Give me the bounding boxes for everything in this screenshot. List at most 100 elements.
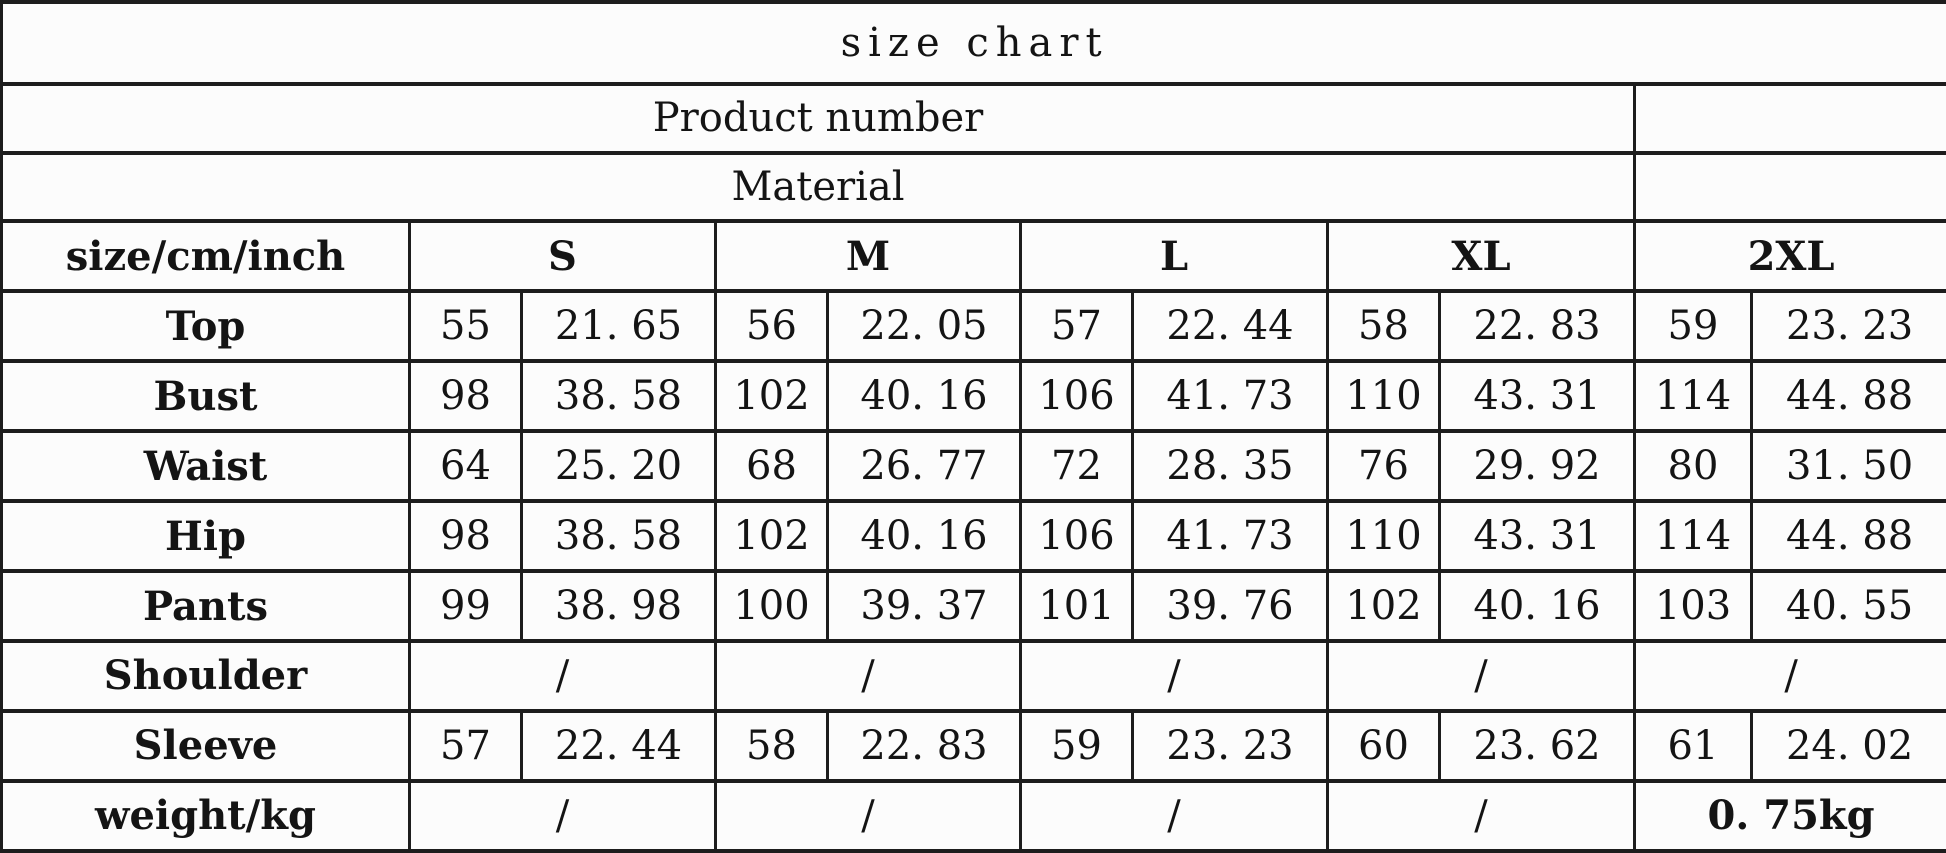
row-label-weight-kg: weight/kg — [0, 778, 411, 853]
measurement-cell: 110 — [1326, 499, 1441, 574]
row-label-waist: Waist — [0, 429, 411, 504]
measurement-cell: 40. 16 — [826, 359, 1022, 434]
measurement-cell: 110 — [1326, 359, 1441, 434]
measurement-cell: 22. 83 — [826, 708, 1022, 783]
size-header-l: L — [1019, 219, 1329, 294]
measurement-cell: 24. 02 — [1749, 708, 1946, 783]
measurement-cell: 102 — [714, 359, 829, 434]
measurement-cell: 40. 55 — [1749, 569, 1946, 643]
measurement-cell: 76 — [1326, 429, 1441, 504]
table-row-weight: weight/kg / / / / 0. 75kg — [0, 778, 1946, 853]
measurement-cell: 22. 83 — [1438, 289, 1636, 364]
measurement-cell: 43. 31 — [1438, 359, 1636, 434]
measurement-cell: 103 — [1633, 569, 1753, 643]
table-row-shoulder: Shoulder / / / / / — [0, 639, 1946, 713]
measurement-cell: 23. 23 — [1749, 289, 1946, 364]
row-label-sleeve: Sleeve — [0, 708, 411, 783]
measurement-cell: / — [408, 778, 717, 853]
measurement-cell: 38. 58 — [520, 359, 717, 434]
measurement-cell: 100 — [714, 569, 829, 643]
measurement-cell: 106 — [1019, 359, 1134, 434]
measurement-cell: 55 — [408, 289, 523, 364]
table-row-waist: Waist 64 25. 20 68 26. 77 72 28. 35 76 2… — [0, 429, 1946, 504]
measurement-cell: 106 — [1019, 499, 1134, 574]
measurement-cell: 41. 73 — [1131, 359, 1329, 434]
measurement-cell: 39. 37 — [826, 569, 1022, 643]
size-header-s: S — [408, 219, 717, 294]
measurement-cell: 61 — [1633, 708, 1753, 783]
product-number-label: Product number — [0, 82, 1636, 155]
measurement-cell: 58 — [714, 708, 829, 783]
measurement-cell: 101 — [1019, 569, 1134, 643]
material-row: Material — [0, 150, 1946, 224]
measurement-cell: 26. 77 — [826, 429, 1022, 504]
measurement-cell: 64 — [408, 429, 523, 504]
measurement-cell: 72 — [1019, 429, 1134, 504]
table-row-sleeve: Sleeve 57 22. 44 58 22. 83 59 23. 23 60 … — [0, 708, 1946, 783]
measurement-cell: / — [1019, 639, 1329, 713]
row-label-pants: Pants — [0, 569, 411, 643]
row-label-top: Top — [0, 289, 411, 364]
measurement-cell: 40. 16 — [826, 499, 1022, 574]
measurement-cell: 29. 92 — [1438, 429, 1636, 504]
measurement-cell: 22. 44 — [1131, 289, 1329, 364]
measurement-cell: 44. 88 — [1749, 499, 1946, 574]
measurement-cell: 41. 73 — [1131, 499, 1329, 574]
measurement-cell: 38. 58 — [520, 499, 717, 574]
material-label: Material — [0, 150, 1636, 224]
measurement-cell: 39. 76 — [1131, 569, 1329, 643]
measurement-cell: / — [714, 639, 1022, 713]
corner-header: size/cm/inch — [0, 219, 411, 294]
measurement-cell: 21. 65 — [520, 289, 717, 364]
measurement-cell: 44. 88 — [1749, 359, 1946, 434]
size-header-row: size/cm/inch S M L XL 2XL — [0, 219, 1946, 294]
measurement-cell: 68 — [714, 429, 829, 504]
measurement-cell: 114 — [1633, 499, 1753, 574]
row-label-shoulder: Shoulder — [0, 639, 411, 713]
measurement-cell: / — [714, 778, 1022, 853]
measurement-cell: 58 — [1326, 289, 1441, 364]
product-number-value — [1632, 82, 1946, 155]
measurement-cell: / — [1632, 639, 1946, 713]
row-label-hip: Hip — [0, 499, 411, 574]
measurement-cell: / — [408, 639, 717, 713]
product-number-row: Product number — [0, 82, 1946, 155]
measurement-cell: 40. 16 — [1438, 569, 1636, 643]
measurement-cell: 22. 05 — [826, 289, 1022, 364]
measurement-cell: 98 — [408, 499, 523, 574]
measurement-cell: / — [1019, 778, 1329, 853]
measurement-cell: 60 — [1326, 708, 1441, 783]
measurement-cell: 59 — [1633, 289, 1753, 364]
measurement-cell: 28. 35 — [1131, 429, 1329, 504]
measurement-cell: 98 — [408, 359, 523, 434]
row-label-bust: Bust — [0, 359, 411, 434]
measurement-cell: 38. 98 — [520, 569, 717, 643]
measurement-cell: 80 — [1633, 429, 1753, 504]
measurement-cell: 57 — [408, 708, 523, 783]
table-row-hip: Hip 98 38. 58 102 40. 16 106 41. 73 110 … — [0, 499, 1946, 574]
size-header-xl: XL — [1326, 219, 1636, 294]
table-row-top: Top 55 21. 65 56 22. 05 57 22. 44 58 22.… — [0, 289, 1946, 364]
chart-title: size chart — [0, 0, 1946, 86]
measurement-cell: / — [1326, 778, 1636, 853]
size-header-2xl: 2XL — [1632, 219, 1946, 294]
measurement-cell: 31. 50 — [1749, 429, 1946, 504]
measurement-cell: 99 — [408, 569, 523, 643]
measurement-cell: 23. 23 — [1131, 708, 1329, 783]
measurement-cell: 56 — [714, 289, 829, 364]
measurement-cell: 57 — [1019, 289, 1134, 364]
measurement-cell: 114 — [1633, 359, 1753, 434]
measurement-cell: 43. 31 — [1438, 499, 1636, 574]
measurement-cell: 59 — [1019, 708, 1134, 783]
size-header-m: M — [714, 219, 1022, 294]
measurement-cell: 23. 62 — [1438, 708, 1636, 783]
title-row: size chart — [0, 0, 1946, 86]
table-row-pants: Pants 99 38. 98 100 39. 37 101 39. 76 10… — [0, 569, 1946, 643]
measurement-cell: / — [1326, 639, 1636, 713]
measurement-cell: 22. 44 — [520, 708, 717, 783]
material-value — [1632, 150, 1946, 224]
measurement-cell: 25. 20 — [520, 429, 717, 504]
measurement-cell: 102 — [714, 499, 829, 574]
